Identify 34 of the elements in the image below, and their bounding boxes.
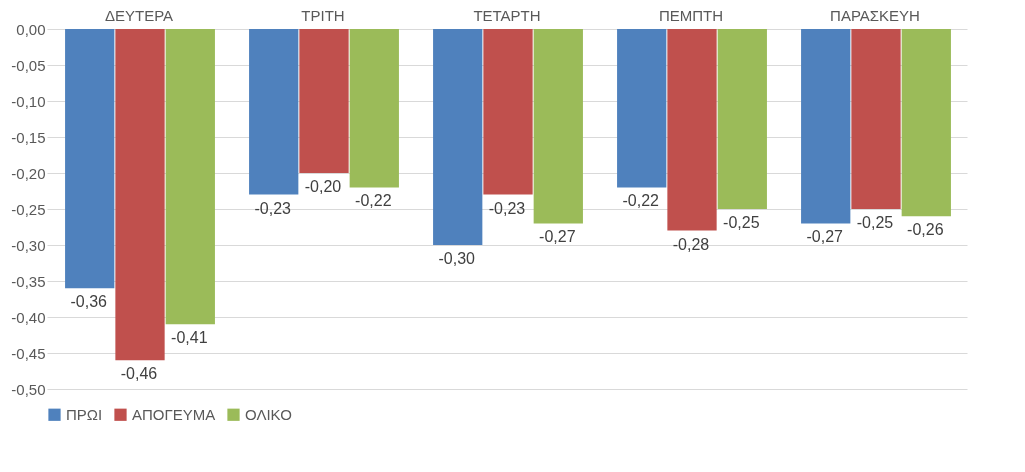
y-tick-label: -0,10 <box>11 92 46 110</box>
y-tick-label: -0,40 <box>11 308 46 326</box>
legend-label: ΟΛΙΚΟ <box>245 405 292 423</box>
data-label: -0,20 <box>304 178 342 195</box>
x-tick-label: ΤΕΤΑΡΤΗ <box>473 6 541 24</box>
data-label: -0,30 <box>438 250 476 267</box>
x-tick-label: ΤΡΙΤΗ <box>301 6 345 24</box>
x-tick-label: ΠΕΜΠΤΗ <box>658 6 724 24</box>
y-tick-label: -0,20 <box>11 164 46 182</box>
y-tick-label: -0,05 <box>11 56 46 74</box>
data-label: -0,22 <box>622 192 660 210</box>
data-label: -0,41 <box>171 329 208 347</box>
data-label: -0,27 <box>539 228 576 246</box>
legend-label: ΑΠΟΓΕΥΜΑ <box>132 405 216 423</box>
y-tick-label: -0,15 <box>11 128 46 146</box>
y-tick-label: -0,45 <box>11 344 46 362</box>
y-tick-label: 0,00 <box>16 20 46 38</box>
data-label: -0,36 <box>70 293 108 311</box>
data-label: -0,28 <box>672 235 710 253</box>
data-label: -0,25 <box>723 214 760 231</box>
x-tick-label: ΔΕΥΤΕΡΑ <box>104 6 174 24</box>
data-label: -0,23 <box>488 199 526 217</box>
y-tick-label: -0,25 <box>11 200 46 218</box>
data-label: -0,25 <box>856 214 894 231</box>
y-tick-label: -0,30 <box>11 236 46 254</box>
legend-label: ΠΡΩΙ <box>66 405 103 423</box>
data-label: -0,22 <box>355 192 392 210</box>
x-tick-label: ΠΑΡΑΣΚΕΥΗ <box>830 6 920 24</box>
data-label: -0,26 <box>907 221 944 239</box>
data-label: -0,27 <box>806 228 844 246</box>
data-label: -0,46 <box>120 365 158 383</box>
y-tick-label: -0,35 <box>11 272 46 290</box>
data-label: -0,23 <box>254 199 292 217</box>
y-tick-label: -0,50 <box>11 380 46 398</box>
